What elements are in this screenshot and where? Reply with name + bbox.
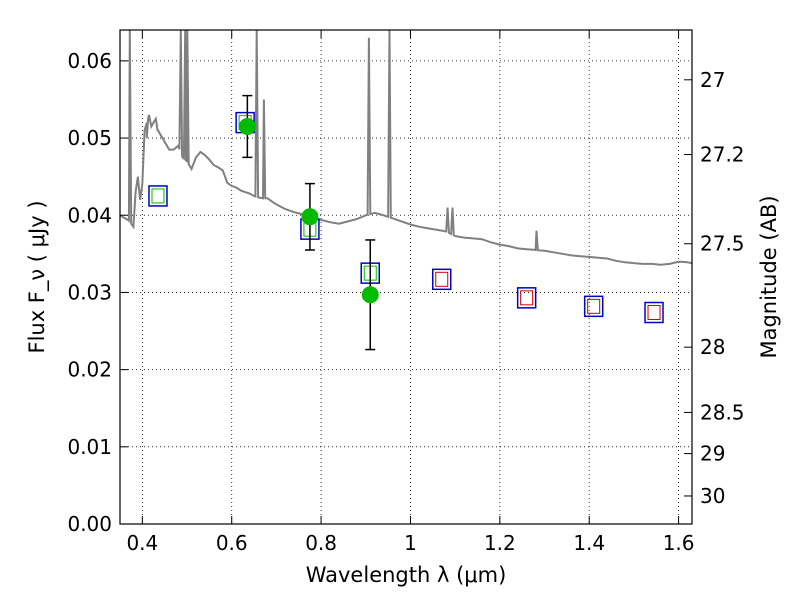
x-tick-label: 1.2: [484, 531, 516, 555]
model-box-inner: [647, 305, 661, 321]
x-tick-label: 0.6: [216, 531, 248, 555]
observed-point: [361, 286, 379, 304]
observed-point: [238, 117, 256, 135]
mag-tick-label: 30: [700, 484, 725, 508]
right-axis-label: Magnitude (AB): [757, 195, 781, 358]
y-axis-label: Flux F_ν ( μJy ): [25, 200, 50, 353]
y-tick-label: 0.05: [67, 126, 112, 150]
spectrum-line: [120, 30, 692, 266]
marks-layer: [148, 94, 664, 351]
observed-point: [301, 208, 319, 226]
y-tick-label: 0.01: [67, 435, 112, 459]
x-tick-label: 0.4: [126, 531, 158, 555]
y-tick-label: 0.06: [67, 49, 112, 73]
model-box: [583, 295, 604, 318]
model-box-inner: [435, 271, 449, 287]
model-box: [148, 185, 168, 207]
mag-tick-label: 27.5: [700, 232, 745, 256]
spectrum-layer: [120, 30, 692, 266]
mag-tick-label: 28: [700, 335, 725, 359]
mag-tick-label: 29: [700, 442, 725, 466]
x-tick-label: 1.6: [663, 531, 695, 555]
x-tick-label: 1.4: [573, 531, 605, 555]
model-box: [644, 301, 664, 324]
x-axis-label: Wavelength λ (μm): [306, 563, 507, 587]
ticks: [120, 30, 692, 525]
y-tick-label: 0.04: [67, 203, 112, 227]
x-tick-label: 1: [404, 531, 417, 555]
y-tick-label: 0.00: [67, 512, 112, 536]
tick-labels: 0.4 0.6 0.8 1 1.2 1.4 1.6 0.00 0.01 0.02 0.03 0.04 0…: [67, 49, 744, 555]
mag-tick-label: 27: [700, 68, 725, 92]
x-tick-label: 0.8: [305, 531, 337, 555]
model-box: [516, 287, 537, 309]
y-tick-label: 0.03: [67, 280, 112, 304]
y-tick-label: 0.02: [67, 358, 112, 382]
grid: [120, 30, 692, 525]
mag-tick-label: 27.2: [700, 143, 745, 167]
model-box-inner: [151, 188, 165, 204]
mag-tick-label: 28.5: [700, 400, 745, 424]
model-box: [432, 268, 452, 291]
plot-frame: [119, 29, 693, 525]
model-box-inner: [587, 298, 601, 314]
model-box-inner: [520, 290, 534, 306]
